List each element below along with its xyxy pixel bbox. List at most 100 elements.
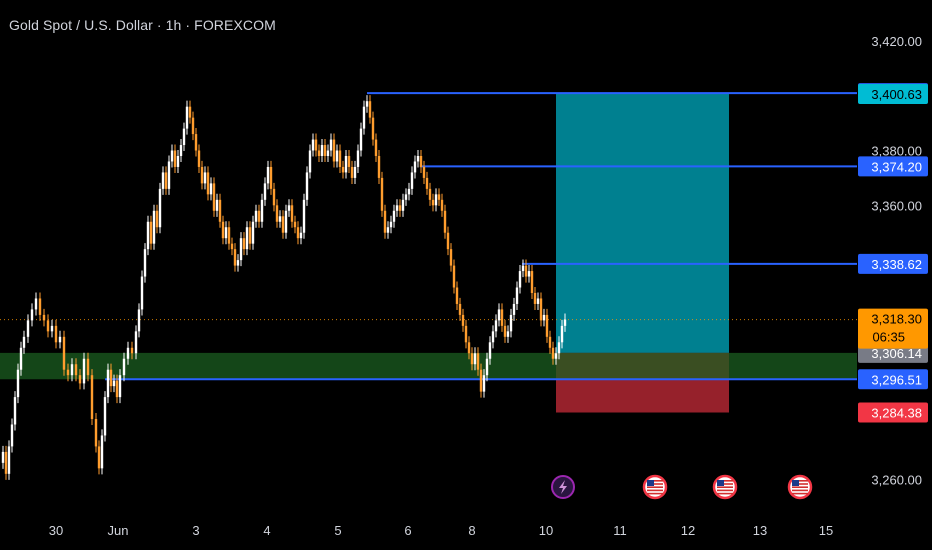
candle-body bbox=[476, 353, 480, 370]
x-tick-label: 5 bbox=[334, 523, 341, 538]
candle-body bbox=[97, 446, 101, 469]
candle-body bbox=[221, 221, 225, 239]
lightning-icon bbox=[551, 475, 575, 499]
candle-body bbox=[392, 210, 396, 222]
candle-body bbox=[290, 205, 294, 222]
candle-body bbox=[206, 172, 210, 195]
candle-body bbox=[19, 347, 23, 370]
candle-body bbox=[155, 210, 159, 228]
candle-body bbox=[284, 210, 288, 233]
candle-body bbox=[191, 117, 195, 135]
candle-body bbox=[485, 358, 489, 376]
countdown-label: 06:35 bbox=[872, 330, 905, 345]
candle-body bbox=[332, 139, 336, 162]
candle-body bbox=[548, 336, 552, 348]
candle-body bbox=[242, 238, 246, 250]
candles bbox=[1, 95, 567, 480]
candle-body bbox=[182, 128, 186, 146]
candle-body bbox=[46, 320, 50, 332]
candle-body bbox=[422, 166, 426, 178]
candle-body bbox=[416, 155, 420, 162]
candle-body bbox=[338, 150, 342, 167]
candle-body bbox=[176, 155, 180, 167]
candle-body bbox=[82, 358, 86, 384]
candle-body bbox=[230, 243, 234, 250]
price-label-bg bbox=[858, 156, 928, 177]
candle-body bbox=[380, 177, 384, 211]
candle-body bbox=[557, 342, 561, 354]
candle-body bbox=[473, 353, 477, 365]
candle-body bbox=[34, 298, 38, 310]
candle-body bbox=[341, 166, 345, 173]
candle-body bbox=[407, 188, 411, 195]
candle-body bbox=[149, 221, 153, 244]
candle-body bbox=[434, 194, 438, 206]
candle-body bbox=[287, 205, 291, 211]
candle-body bbox=[212, 183, 216, 211]
candle-body bbox=[152, 210, 156, 244]
candle-body bbox=[78, 375, 82, 384]
candle-body bbox=[197, 150, 201, 167]
candle-body bbox=[401, 199, 405, 211]
x-tick-label: 11 bbox=[613, 523, 627, 538]
candle-body bbox=[410, 172, 414, 189]
candle-body bbox=[10, 424, 14, 447]
candle-body bbox=[218, 199, 222, 222]
candle-body bbox=[359, 128, 363, 151]
target-zone bbox=[556, 93, 729, 353]
candle-body bbox=[233, 249, 237, 266]
candle-body bbox=[530, 271, 534, 293]
candle-body bbox=[443, 210, 447, 233]
candle-body bbox=[103, 397, 107, 436]
candle-body bbox=[452, 265, 456, 288]
candle-body bbox=[260, 199, 264, 222]
candle-body bbox=[296, 227, 300, 239]
x-tick-label: 10 bbox=[539, 523, 553, 538]
support-zone bbox=[0, 352, 857, 380]
candle-body bbox=[386, 227, 390, 233]
us-flag-icon bbox=[787, 474, 813, 500]
y-tick-label: 3,420.00 bbox=[871, 34, 922, 49]
candle-body bbox=[130, 347, 134, 354]
candle-body bbox=[118, 375, 122, 398]
candle-body bbox=[431, 199, 435, 206]
y-tick-label: 3,380.00 bbox=[871, 144, 922, 159]
candle-body bbox=[236, 260, 240, 266]
candle-body bbox=[560, 325, 564, 343]
candle-body bbox=[281, 216, 285, 233]
candle-body bbox=[374, 139, 378, 156]
chart-title: Gold Spot / U.S. Dollar · 1h · FOREXCOM bbox=[9, 17, 276, 33]
candle-body bbox=[503, 325, 507, 337]
candle-body bbox=[122, 358, 126, 376]
candle-body bbox=[143, 249, 147, 277]
candle-body bbox=[524, 265, 528, 277]
x-tick-label: 8 bbox=[468, 523, 475, 538]
price-label-bg bbox=[858, 402, 928, 423]
price-label: 3,306.14 bbox=[871, 346, 922, 361]
candle-body bbox=[389, 221, 393, 228]
candle-body bbox=[398, 205, 402, 211]
candle-body bbox=[54, 325, 58, 343]
candle-body bbox=[275, 205, 279, 222]
candle-body bbox=[326, 150, 330, 156]
candle-body bbox=[13, 397, 17, 425]
candle-body bbox=[115, 380, 119, 398]
candle-body bbox=[257, 210, 261, 222]
candle-body bbox=[404, 194, 408, 200]
candle-body bbox=[4, 451, 8, 474]
candle-body bbox=[542, 314, 546, 321]
us-flag-icon bbox=[712, 474, 738, 500]
candle-body bbox=[515, 287, 519, 304]
candle-body bbox=[347, 155, 351, 167]
current-price-label: 3,318.30 bbox=[871, 312, 922, 327]
x-tick-label: 30 bbox=[49, 523, 63, 538]
candle-body bbox=[425, 177, 429, 189]
candle-body bbox=[350, 166, 354, 178]
candle-body bbox=[170, 150, 174, 162]
candle-body bbox=[106, 369, 110, 398]
candle-body bbox=[356, 150, 360, 167]
candle-body bbox=[248, 227, 252, 244]
candle-body bbox=[299, 232, 303, 239]
candle-body bbox=[74, 364, 78, 376]
